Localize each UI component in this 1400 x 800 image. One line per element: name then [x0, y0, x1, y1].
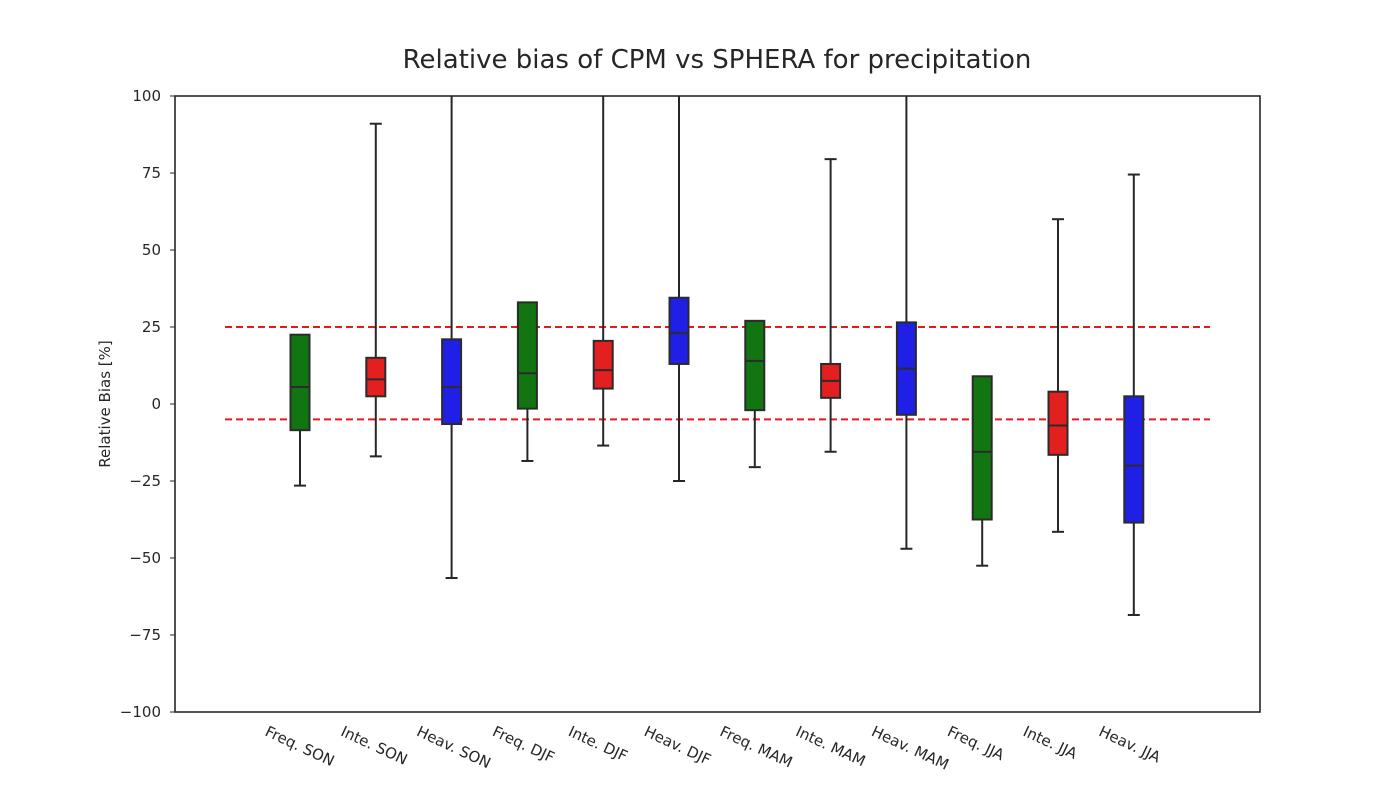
x-tick-label: Inte. MAM [793, 722, 868, 770]
box-2 [365, 122, 387, 458]
y-axis-label: Relative Bias [%] [96, 340, 114, 467]
box-7 [744, 319, 766, 469]
box-9 [895, 96, 917, 550]
box-body [289, 333, 311, 432]
box-body [592, 339, 614, 390]
y-tick-label: 50 [142, 241, 161, 259]
plot-frame [174, 95, 1261, 713]
box-body [1123, 395, 1145, 524]
y-tick-label: −50 [129, 549, 161, 567]
x-tick-label: Freq. DJF [490, 722, 558, 766]
box-body [1047, 390, 1069, 456]
box-body [441, 338, 463, 426]
box-1 [289, 333, 311, 487]
y-tick-label: 75 [142, 164, 161, 182]
box-10 [971, 375, 993, 567]
box-11 [1047, 218, 1069, 533]
y-tick-label: 0 [151, 395, 161, 413]
x-tick-label: Heav. MAM [869, 722, 952, 773]
box-3 [441, 96, 463, 580]
plot-content [225, 96, 1210, 616]
box-body [744, 319, 766, 412]
box-8 [820, 158, 842, 453]
x-tick-label: Inte. JJA [1020, 722, 1080, 763]
chart-title: Relative bias of CPM vs SPHERA for preci… [403, 45, 1032, 75]
x-tick-label: Freq. SON [262, 722, 337, 770]
box-body [516, 301, 538, 410]
box-12 [1123, 173, 1145, 616]
x-tick-label: Heav. DJF [641, 722, 713, 769]
box-6 [668, 96, 690, 482]
box-4 [516, 301, 538, 462]
box-body [971, 375, 993, 521]
box-body [365, 356, 387, 398]
x-tick-label: Freq. JJA [945, 722, 1008, 764]
y-tick-label: 100 [132, 87, 161, 105]
x-tick-label: Heav. SON [414, 722, 494, 772]
box-body [668, 296, 690, 365]
x-tick-label: Heav. JJA [1096, 722, 1164, 766]
box-5 [592, 96, 614, 447]
x-tick-label: Freq. MAM [717, 722, 795, 771]
y-tick-label: −100 [120, 703, 161, 721]
y-tick-label: −25 [129, 472, 161, 490]
x-tick-label: Inte. DJF [566, 722, 631, 765]
y-tick-label: 25 [142, 318, 161, 336]
y-tick-label: −75 [129, 626, 161, 644]
x-tick-label: Inte. SON [338, 722, 410, 768]
